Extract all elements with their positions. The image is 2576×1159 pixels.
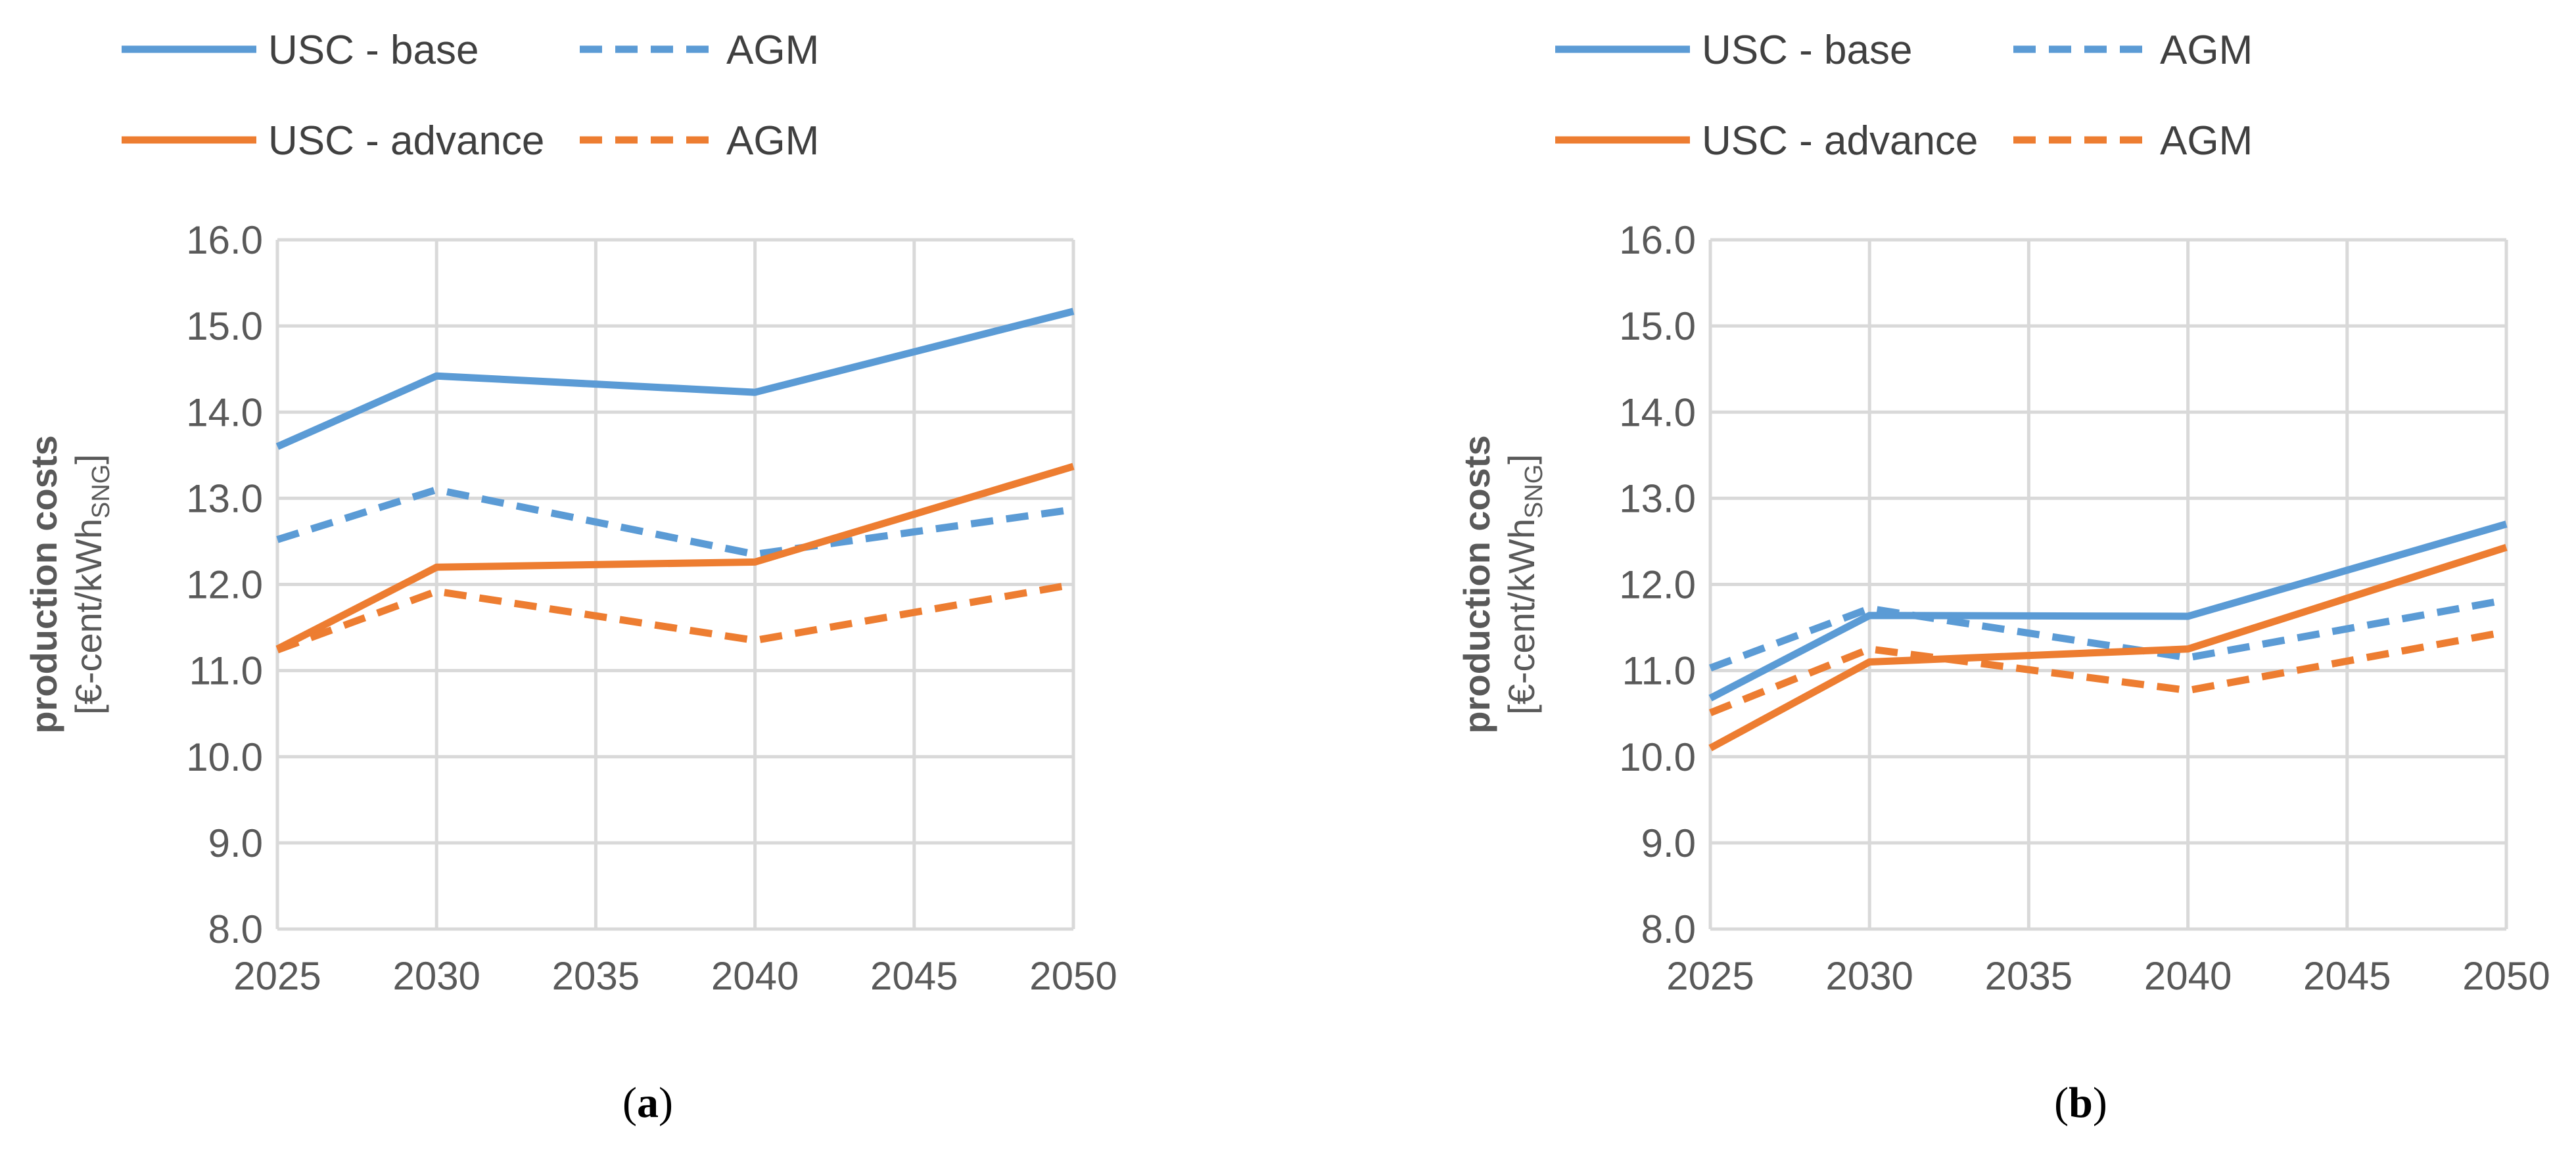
series-line-3 [275, 463, 1075, 652]
panel-label: (b) [2054, 1079, 2107, 1127]
y-tick-label: 14.0 [1619, 390, 1696, 434]
y-tick-label: 16.0 [186, 218, 263, 262]
series-line-4 [276, 581, 1074, 654]
y-tick-label: 9.0 [1641, 821, 1696, 865]
legend-label: AGM [2160, 28, 2253, 73]
panel-letter: a [637, 1079, 659, 1127]
panel-paren-close: ) [2093, 1079, 2107, 1127]
y-tick-label: 16.0 [1619, 218, 1696, 262]
x-tick-label: 2030 [392, 954, 480, 998]
x-tick-label: 2035 [1985, 954, 2073, 998]
x-tick-label: 2050 [2462, 954, 2550, 998]
y-axis-unit-label: [€-cent/kWhSNG] [1501, 454, 1548, 715]
y-unit-subscript: SNG [1520, 465, 1548, 518]
y-unit-suffix: ] [1501, 454, 1542, 465]
legend-label: USC - base [1702, 28, 1912, 73]
y-tick-label: 12.0 [186, 563, 263, 607]
series-line-2 [276, 486, 1074, 558]
y-tick-label: 13.0 [186, 476, 263, 520]
y-tick-label: 14.0 [186, 390, 263, 434]
legend: USC - base AGM USC - advance AGM [122, 28, 819, 164]
y-tick-label: 10.0 [186, 735, 263, 779]
y-tick-label: 8.0 [208, 907, 263, 951]
y-unit-prefix: [€-cent/kWh [68, 518, 109, 715]
legend-label: AGM [726, 28, 819, 73]
panel-paren-open: ( [622, 1079, 637, 1127]
y-tick-label: 12.0 [1619, 563, 1696, 607]
panel-label: (a) [622, 1079, 673, 1127]
y-tick-label: 15.0 [1619, 304, 1696, 348]
x-tick-label: 2040 [2144, 954, 2232, 998]
y-tick-label: 11.0 [1622, 649, 1696, 693]
series-line-2 [1709, 596, 2507, 671]
x-tick-label: 2045 [2303, 954, 2391, 998]
y-axis-label: production costs [1456, 435, 1497, 733]
y-tick-label: 15.0 [186, 304, 263, 348]
series-line-3 [1708, 543, 2508, 752]
legend-label: AGM [2160, 118, 2253, 164]
series-line-1 [275, 307, 1075, 450]
y-tick-label: 9.0 [208, 821, 263, 865]
chart-panel-a: 8.0 9.0 10.0 11.0 12.0 13.0 14.0 15.0 16.0 2025 20… [23, 28, 1117, 1127]
x-tick-label: 2035 [552, 954, 640, 998]
y-tick-label: 8.0 [1641, 907, 1696, 951]
x-tick-label: 2025 [1666, 954, 1754, 998]
panel-letter: b [2069, 1079, 2093, 1127]
legend-label: USC - advance [268, 118, 544, 164]
legend: USC - base AGM USC - advance AGM [1555, 28, 2253, 164]
y-axis-label: production costs [23, 435, 64, 733]
y-tick-label: 10.0 [1619, 735, 1696, 779]
legend-label: USC - advance [1702, 118, 1978, 164]
y-tick-label: 13.0 [1619, 476, 1696, 520]
y-axis-unit-label: [€-cent/kWhSNG] [68, 454, 115, 715]
panel-paren-open: ( [2054, 1079, 2069, 1127]
y-unit-prefix: [€-cent/kWh [1501, 518, 1542, 715]
x-tick-label: 2050 [1029, 954, 1117, 998]
series-line-4 [1708, 628, 2507, 717]
chart-panel-b: 8.0 9.0 10.0 11.0 12.0 13.0 14.0 15.0 16.0 2025 20… [1456, 28, 2550, 1127]
y-unit-subscript: SNG [87, 465, 115, 518]
legend-label: USC - base [268, 28, 479, 73]
x-tick-label: 2030 [1825, 954, 1913, 998]
x-tick-label: 2025 [233, 954, 321, 998]
series-line-1 [1708, 520, 2508, 702]
x-tick-label: 2045 [870, 954, 958, 998]
x-tick-label: 2040 [711, 954, 799, 998]
y-tick-label: 11.0 [189, 649, 263, 693]
y-unit-suffix: ] [68, 454, 109, 465]
panel-paren-close: ) [659, 1079, 673, 1127]
legend-label: AGM [726, 118, 819, 164]
